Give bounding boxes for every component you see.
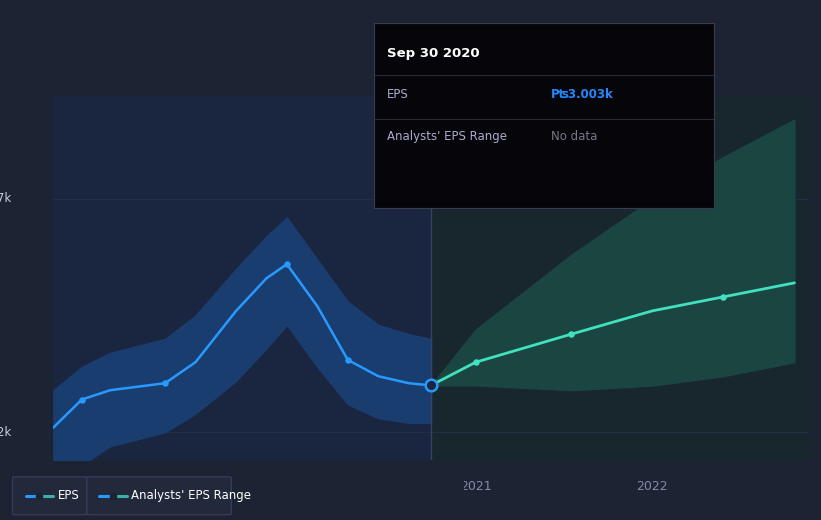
Point <box>717 293 730 301</box>
Point <box>424 381 438 389</box>
Text: No data: No data <box>551 131 597 144</box>
Bar <box>431 96 809 460</box>
Text: 2022: 2022 <box>636 480 668 493</box>
Text: Analysts' EPS Range: Analysts' EPS Range <box>131 489 251 502</box>
Text: ₧3.003k: ₧3.003k <box>551 88 613 101</box>
Point <box>76 395 89 404</box>
FancyBboxPatch shape <box>12 477 87 515</box>
Point <box>342 356 355 364</box>
Text: 2021: 2021 <box>460 480 492 493</box>
Point <box>33 492 46 500</box>
Text: ₧7k: ₧7k <box>0 192 11 205</box>
FancyBboxPatch shape <box>87 477 232 515</box>
Text: EPS: EPS <box>388 88 409 101</box>
Point <box>565 330 578 339</box>
Point <box>280 260 293 268</box>
Point <box>158 379 172 387</box>
Text: Analysts Forecasts: Analysts Forecasts <box>445 109 555 122</box>
Bar <box>53 96 431 460</box>
Text: 2020: 2020 <box>271 480 303 493</box>
Text: 2019: 2019 <box>74 480 106 493</box>
Text: ₧2k: ₧2k <box>0 426 11 439</box>
Text: EPS: EPS <box>57 489 79 502</box>
Text: Analysts' EPS Range: Analysts' EPS Range <box>388 131 507 144</box>
Point <box>469 358 482 367</box>
Point <box>107 492 120 500</box>
Text: Actual: Actual <box>386 109 423 122</box>
Text: Sep 30 2020: Sep 30 2020 <box>388 47 479 60</box>
